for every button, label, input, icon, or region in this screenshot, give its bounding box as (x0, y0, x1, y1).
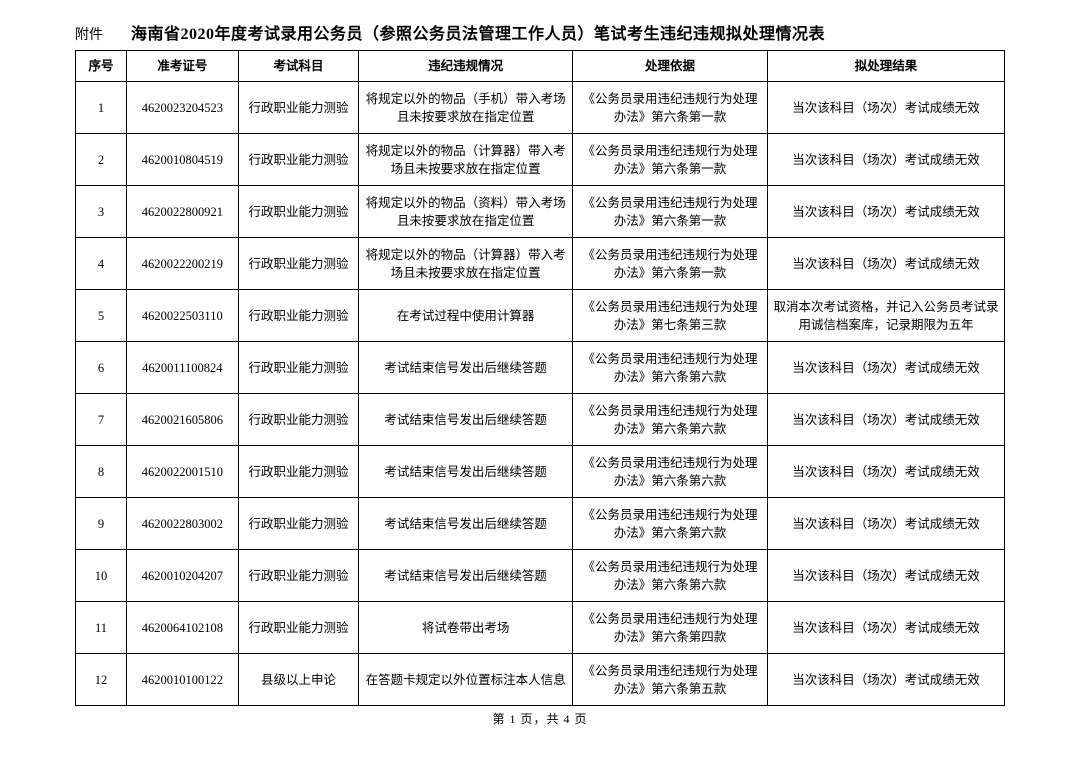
cell-subject: 行政职业能力测验 (238, 446, 359, 498)
cell-result: 当次该科目（场次）考试成绩无效 (768, 602, 1005, 654)
cell-no: 12 (76, 654, 127, 706)
table-row: 24620010804519行政职业能力测验将规定以外的物品（计算器）带入考场且… (76, 134, 1005, 186)
cell-id: 4620010204207 (127, 550, 238, 602)
cell-violation: 考试结束信号发出后继续答题 (359, 550, 573, 602)
table-row: 104620010204207行政职业能力测验考试结束信号发出后继续答题《公务员… (76, 550, 1005, 602)
cell-result: 当次该科目（场次）考试成绩无效 (768, 654, 1005, 706)
cell-no: 8 (76, 446, 127, 498)
cell-no: 3 (76, 186, 127, 238)
cell-id: 4620010100122 (127, 654, 238, 706)
cell-result: 当次该科目（场次）考试成绩无效 (768, 446, 1005, 498)
cell-no: 10 (76, 550, 127, 602)
cell-id: 4620022200219 (127, 238, 238, 290)
cell-basis: 《公务员录用违纪违规行为处理办法》第七条第三款 (572, 290, 767, 342)
violation-table: 序号 准考证号 考试科目 违纪违规情况 处理依据 拟处理结果 146200232… (75, 50, 1005, 706)
cell-violation: 在答题卡规定以外位置标注本人信息 (359, 654, 573, 706)
cell-no: 7 (76, 394, 127, 446)
cell-id: 4620010804519 (127, 134, 238, 186)
attachment-label: 附件 (75, 24, 103, 44)
cell-subject: 行政职业能力测验 (238, 602, 359, 654)
cell-violation: 将规定以外的物品（计算器）带入考场且未按要求放在指定位置 (359, 238, 573, 290)
col-header-no: 序号 (76, 51, 127, 82)
cell-id: 4620064102108 (127, 602, 238, 654)
cell-basis: 《公务员录用违纪违规行为处理办法》第六条第一款 (572, 186, 767, 238)
cell-result: 当次该科目（场次）考试成绩无效 (768, 394, 1005, 446)
cell-subject: 行政职业能力测验 (238, 498, 359, 550)
table-row: 74620021605806行政职业能力测验考试结束信号发出后继续答题《公务员录… (76, 394, 1005, 446)
cell-violation: 在考试过程中使用计算器 (359, 290, 573, 342)
page-title: 海南省2020年度考试录用公务员（参照公务员法管理工作人员）笔试考生违纪违规拟处… (131, 20, 825, 44)
cell-basis: 《公务员录用违纪违规行为处理办法》第六条第六款 (572, 446, 767, 498)
cell-id: 4620022503110 (127, 290, 238, 342)
col-header-violation: 违纪违规情况 (359, 51, 573, 82)
table-row: 114620064102108行政职业能力测验将试卷带出考场《公务员录用违纪违规… (76, 602, 1005, 654)
cell-result: 当次该科目（场次）考试成绩无效 (768, 342, 1005, 394)
cell-basis: 《公务员录用违纪违规行为处理办法》第六条第六款 (572, 342, 767, 394)
cell-subject: 行政职业能力测验 (238, 394, 359, 446)
cell-result: 当次该科目（场次）考试成绩无效 (768, 134, 1005, 186)
cell-basis: 《公务员录用违纪违规行为处理办法》第六条第五款 (572, 654, 767, 706)
cell-violation: 将试卷带出考场 (359, 602, 573, 654)
cell-violation: 将规定以外的物品（资料）带入考场且未按要求放在指定位置 (359, 186, 573, 238)
cell-subject: 行政职业能力测验 (238, 82, 359, 134)
cell-subject: 行政职业能力测验 (238, 238, 359, 290)
cell-violation: 考试结束信号发出后继续答题 (359, 446, 573, 498)
table-row: 84620022001510行政职业能力测验考试结束信号发出后继续答题《公务员录… (76, 446, 1005, 498)
table-row: 44620022200219行政职业能力测验将规定以外的物品（计算器）带入考场且… (76, 238, 1005, 290)
header: 附件 海南省2020年度考试录用公务员（参照公务员法管理工作人员）笔试考生违纪违… (75, 20, 1005, 44)
cell-violation: 考试结束信号发出后继续答题 (359, 342, 573, 394)
table-row: 94620022803002行政职业能力测验考试结束信号发出后继续答题《公务员录… (76, 498, 1005, 550)
cell-no: 2 (76, 134, 127, 186)
cell-basis: 《公务员录用违纪违规行为处理办法》第六条第一款 (572, 134, 767, 186)
cell-violation: 将规定以外的物品（手机）带入考场且未按要求放在指定位置 (359, 82, 573, 134)
cell-no: 6 (76, 342, 127, 394)
cell-basis: 《公务员录用违纪违规行为处理办法》第六条第六款 (572, 550, 767, 602)
cell-violation: 考试结束信号发出后继续答题 (359, 498, 573, 550)
col-header-result: 拟处理结果 (768, 51, 1005, 82)
table-row: 14620023204523行政职业能力测验将规定以外的物品（手机）带入考场且未… (76, 82, 1005, 134)
col-header-exam-id: 准考证号 (127, 51, 238, 82)
table-row: 124620010100122县级以上申论在答题卡规定以外位置标注本人信息《公务… (76, 654, 1005, 706)
table-row: 54620022503110行政职业能力测验在考试过程中使用计算器《公务员录用违… (76, 290, 1005, 342)
cell-subject: 行政职业能力测验 (238, 134, 359, 186)
col-header-basis: 处理依据 (572, 51, 767, 82)
cell-basis: 《公务员录用违纪违规行为处理办法》第六条第四款 (572, 602, 767, 654)
cell-basis: 《公务员录用违纪违规行为处理办法》第六条第一款 (572, 82, 767, 134)
cell-subject: 行政职业能力测验 (238, 290, 359, 342)
cell-result: 当次该科目（场次）考试成绩无效 (768, 186, 1005, 238)
cell-result: 当次该科目（场次）考试成绩无效 (768, 550, 1005, 602)
cell-result: 当次该科目（场次）考试成绩无效 (768, 238, 1005, 290)
cell-id: 4620022800921 (127, 186, 238, 238)
cell-basis: 《公务员录用违纪违规行为处理办法》第六条第一款 (572, 238, 767, 290)
cell-basis: 《公务员录用违纪违规行为处理办法》第六条第六款 (572, 498, 767, 550)
cell-subject: 行政职业能力测验 (238, 342, 359, 394)
cell-result: 当次该科目（场次）考试成绩无效 (768, 82, 1005, 134)
cell-result: 取消本次考试资格，并记入公务员考试录用诚信档案库，记录期限为五年 (768, 290, 1005, 342)
cell-violation: 将规定以外的物品（计算器）带入考场且未按要求放在指定位置 (359, 134, 573, 186)
cell-no: 4 (76, 238, 127, 290)
cell-id: 4620023204523 (127, 82, 238, 134)
cell-no: 1 (76, 82, 127, 134)
table-row: 64620011100824行政职业能力测验考试结束信号发出后继续答题《公务员录… (76, 342, 1005, 394)
cell-subject: 行政职业能力测验 (238, 186, 359, 238)
table-header-row: 序号 准考证号 考试科目 违纪违规情况 处理依据 拟处理结果 (76, 51, 1005, 82)
page-indicator: 第 1 页，共 4 页 (75, 710, 1005, 727)
cell-violation: 考试结束信号发出后继续答题 (359, 394, 573, 446)
cell-id: 4620021605806 (127, 394, 238, 446)
cell-id: 4620022001510 (127, 446, 238, 498)
col-header-subject: 考试科目 (238, 51, 359, 82)
cell-id: 4620022803002 (127, 498, 238, 550)
cell-subject: 行政职业能力测验 (238, 550, 359, 602)
table-row: 34620022800921行政职业能力测验将规定以外的物品（资料）带入考场且未… (76, 186, 1005, 238)
cell-no: 5 (76, 290, 127, 342)
cell-subject: 县级以上申论 (238, 654, 359, 706)
cell-id: 4620011100824 (127, 342, 238, 394)
cell-no: 11 (76, 602, 127, 654)
cell-basis: 《公务员录用违纪违规行为处理办法》第六条第六款 (572, 394, 767, 446)
cell-result: 当次该科目（场次）考试成绩无效 (768, 498, 1005, 550)
cell-no: 9 (76, 498, 127, 550)
